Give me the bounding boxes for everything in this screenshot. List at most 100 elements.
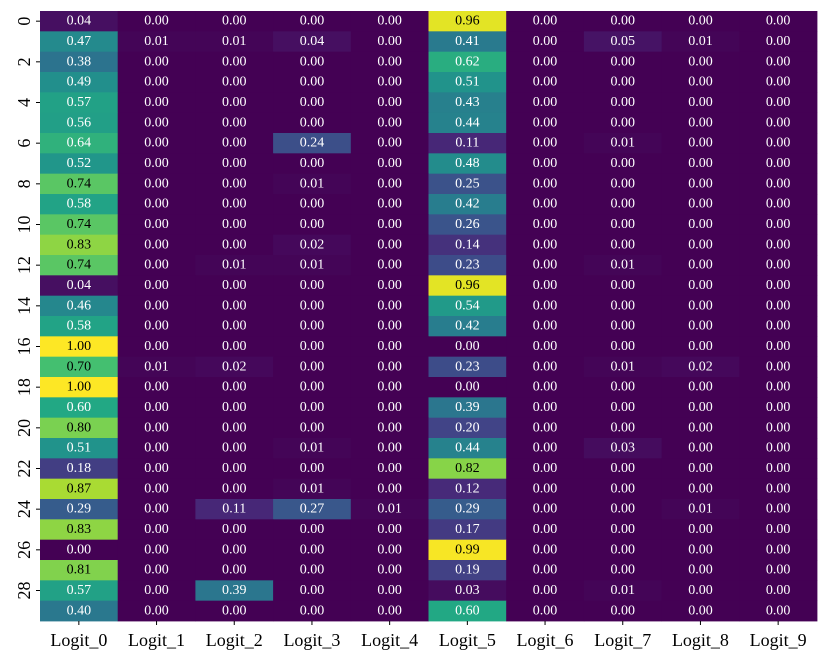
cell-value-label: 0.00 — [377, 461, 402, 476]
heatmap-cell — [273, 458, 352, 480]
cell-value-label: 0.00 — [222, 75, 247, 90]
heatmap-cell — [428, 11, 507, 32]
heatmap-cell — [350, 519, 429, 541]
heatmap-cell — [117, 336, 196, 358]
heatmap-cell — [195, 31, 274, 53]
cell-value-label: 0.51 — [67, 441, 92, 456]
heatmap-cell — [428, 194, 507, 215]
heatmap-cell — [661, 499, 740, 520]
heatmap-cell — [117, 519, 196, 541]
x-tick-label: Logit_4 — [361, 630, 418, 650]
cell-value-label: 0.00 — [766, 603, 791, 618]
heatmap-cell — [428, 600, 507, 622]
x-tick-label: Logit_5 — [439, 630, 496, 650]
heatmap-cell — [428, 51, 507, 73]
heatmap-cell — [506, 255, 585, 276]
x-tick-label: Logit_9 — [750, 630, 807, 650]
heatmap-cell — [661, 11, 740, 32]
x-tick-label: Logit_8 — [672, 630, 729, 650]
x-tick-label: Logit_7 — [594, 630, 651, 650]
heatmap-cell — [350, 417, 429, 439]
heatmap-cell — [739, 560, 818, 581]
heatmap-cell — [40, 72, 119, 93]
heatmap-cell — [40, 214, 119, 236]
heatmap-cell — [350, 478, 429, 500]
cell-value-label: 0.00 — [377, 217, 402, 232]
cell-value-label: 0.44 — [455, 115, 480, 130]
cell-value-label: 0.00 — [688, 14, 713, 29]
heatmap-cell — [428, 173, 507, 195]
cell-value-label: 0.01 — [222, 34, 247, 49]
heatmap-cell — [583, 600, 662, 622]
heatmap-cell — [583, 377, 662, 398]
cell-value-label: 0.00 — [611, 75, 636, 90]
heatmap-cell — [506, 275, 585, 297]
heatmap-cell — [273, 478, 352, 500]
heatmap-cell — [273, 438, 352, 459]
cell-value-label: 0.39 — [455, 400, 480, 415]
heatmap-cell — [739, 316, 818, 337]
heatmap-cell — [117, 72, 196, 93]
cell-value-label: 0.00 — [611, 95, 636, 110]
cell-value-label: 0.00 — [611, 542, 636, 557]
cell-value-label: 0.96 — [455, 278, 480, 293]
cell-value-label: 0.83 — [67, 237, 92, 252]
cell-value-label: 0.00 — [144, 461, 169, 476]
cell-value-label: 0.00 — [222, 563, 247, 578]
heatmap-cell — [195, 478, 274, 500]
heatmap-cell — [40, 133, 119, 154]
cell-value-label: 0.00 — [766, 14, 791, 29]
cell-value-label: 0.00 — [766, 156, 791, 171]
cell-value-label: 0.00 — [766, 420, 791, 435]
cell-value-label: 1.00 — [67, 339, 92, 354]
cell-value-label: 0.00 — [533, 54, 558, 69]
heatmap-cell — [350, 214, 429, 236]
heatmap-cell — [350, 295, 429, 317]
cell-value-label: 0.03 — [455, 583, 480, 598]
cell-value-label: 0.00 — [766, 278, 791, 293]
heatmap-cell — [117, 173, 196, 195]
cell-value-label: 0.00 — [222, 156, 247, 171]
cell-value-label: 0.00 — [300, 603, 325, 618]
heatmap-cell — [506, 560, 585, 581]
cell-value-label: 0.00 — [533, 359, 558, 374]
cell-value-label: 0.01 — [611, 583, 636, 598]
cell-value-label: 0.00 — [533, 563, 558, 578]
cell-value-label: 0.00 — [222, 14, 247, 29]
cell-value-label: 0.00 — [766, 542, 791, 557]
heatmap-cell — [350, 580, 429, 602]
cell-value-label: 0.00 — [222, 400, 247, 415]
cell-value-label: 0.18 — [67, 461, 92, 476]
x-tick-label: Logit_1 — [128, 630, 185, 650]
cell-value-label: 0.01 — [688, 34, 713, 49]
cell-value-label: 0.24 — [300, 136, 325, 151]
heatmap-cell — [506, 295, 585, 317]
heatmap-cell — [739, 397, 818, 419]
cell-value-label: 0.00 — [688, 237, 713, 252]
heatmap-cell — [428, 275, 507, 297]
cell-value-label: 0.99 — [455, 542, 480, 557]
heatmap-cell — [117, 11, 196, 32]
cell-value-label: 0.00 — [144, 176, 169, 191]
heatmap-cell — [117, 214, 196, 236]
cell-value-label: 0.00 — [144, 237, 169, 252]
cell-value-label: 0.00 — [611, 461, 636, 476]
heatmap-cell — [195, 316, 274, 337]
heatmap-cell — [661, 153, 740, 175]
heatmap-cell — [661, 356, 740, 378]
heatmap-cell — [117, 295, 196, 317]
cell-value-label: 0.00 — [222, 441, 247, 456]
cell-value-label: 0.00 — [377, 278, 402, 293]
cell-value-label: 0.00 — [377, 420, 402, 435]
heatmap-cell — [40, 194, 119, 215]
cell-value-label: 0.00 — [533, 176, 558, 191]
heatmap-cell — [739, 539, 818, 561]
heatmap-cell — [506, 438, 585, 459]
cell-value-label: 0.00 — [611, 339, 636, 354]
cell-value-label: 0.00 — [377, 75, 402, 90]
cell-value-label: 0.14 — [455, 237, 480, 252]
cell-value-label: 0.00 — [144, 319, 169, 334]
heatmap-cell — [273, 397, 352, 419]
heatmap-cell — [273, 519, 352, 541]
cell-value-label: 0.00 — [300, 197, 325, 212]
